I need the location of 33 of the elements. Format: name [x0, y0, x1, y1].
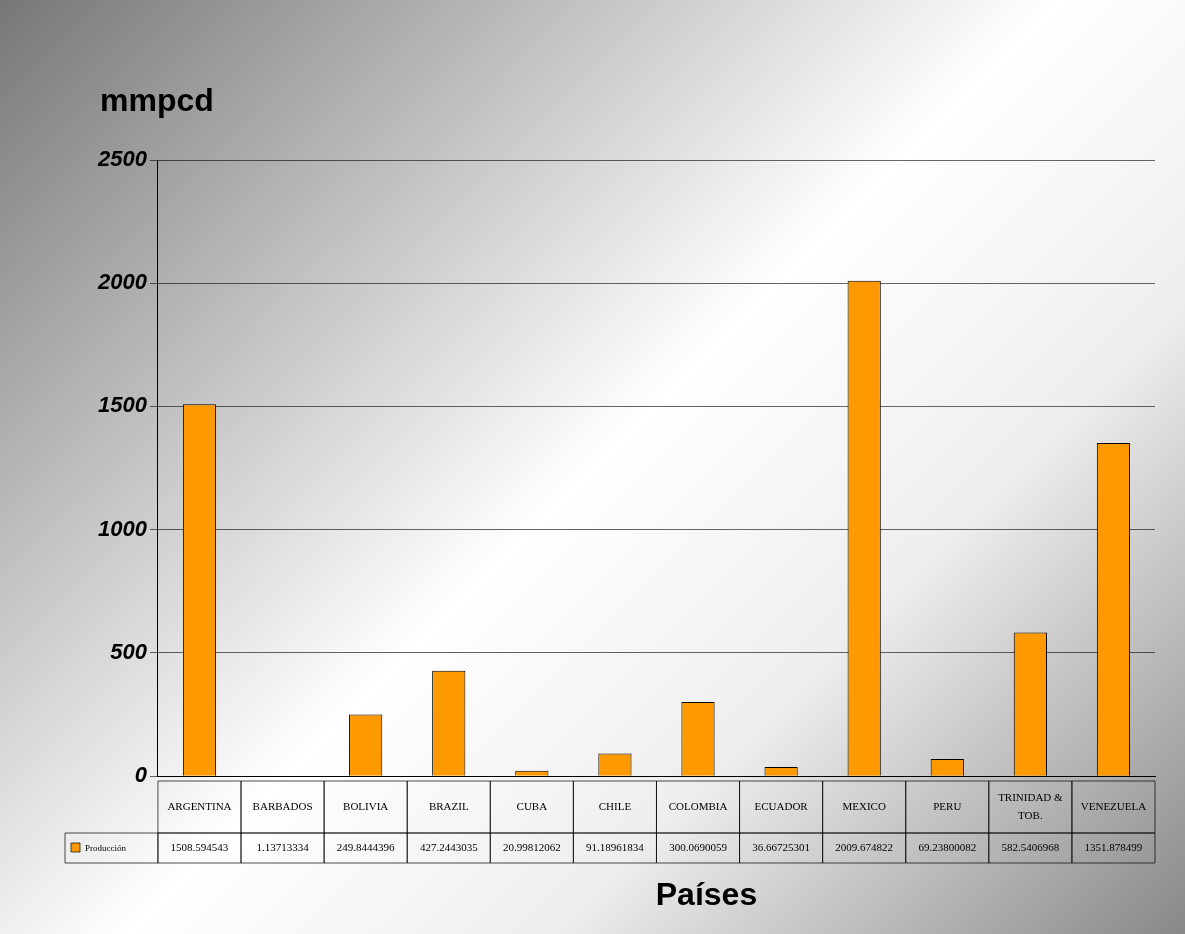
data-label: 1351.878499 — [1084, 840, 1143, 853]
data-label: 1508.594543 — [170, 840, 229, 853]
y-tick-label: 2000 — [96, 269, 148, 295]
x-tick-label: COLOMBIA — [668, 799, 728, 812]
y-axis-title: mmpcd — [100, 81, 214, 118]
data-label: 91.18961834 — [586, 840, 645, 853]
x-tick-label: ARGENTINA — [167, 799, 232, 812]
x-axis-title: Países — [655, 875, 758, 912]
data-label: 249.8444396 — [336, 840, 396, 853]
x-tick-label: CUBA — [516, 799, 548, 812]
x-tick-label: BOLIVIA — [343, 799, 389, 812]
y-tick-label: 2500 — [96, 146, 148, 172]
x-tick-label: TRINIDAD & TOB. — [998, 790, 1064, 821]
data-label: 20.99812062 — [502, 840, 561, 853]
y-tick-label: 0 — [134, 762, 148, 788]
x-tick-label: VENEZUELA — [1080, 799, 1147, 812]
x-tick-label: BRAZIL — [428, 799, 469, 812]
data-label: 36.66725301 — [752, 840, 810, 853]
y-tick-label: 500 — [110, 638, 148, 664]
data-label: 300.0690059 — [669, 840, 728, 853]
data-label: 427.2443035 — [419, 840, 479, 853]
legend-label: Producción — [85, 843, 127, 854]
data-label: 1.13713334 — [256, 840, 310, 853]
data-label: 69.23800082 — [918, 840, 977, 853]
data-label: 582.5406968 — [1001, 840, 1060, 853]
x-tick-label: MEXICO — [842, 799, 886, 812]
x-tick-label: ECUADOR — [754, 799, 809, 812]
x-tick-label: PERU — [933, 799, 962, 812]
x-tick-label: CHILE — [598, 799, 632, 812]
y-tick-label: 1500 — [97, 392, 148, 418]
x-tick-label: BARBADOS — [252, 799, 313, 812]
y-tick-label: 1000 — [97, 515, 148, 541]
data-label: 2009.674822 — [835, 840, 894, 853]
